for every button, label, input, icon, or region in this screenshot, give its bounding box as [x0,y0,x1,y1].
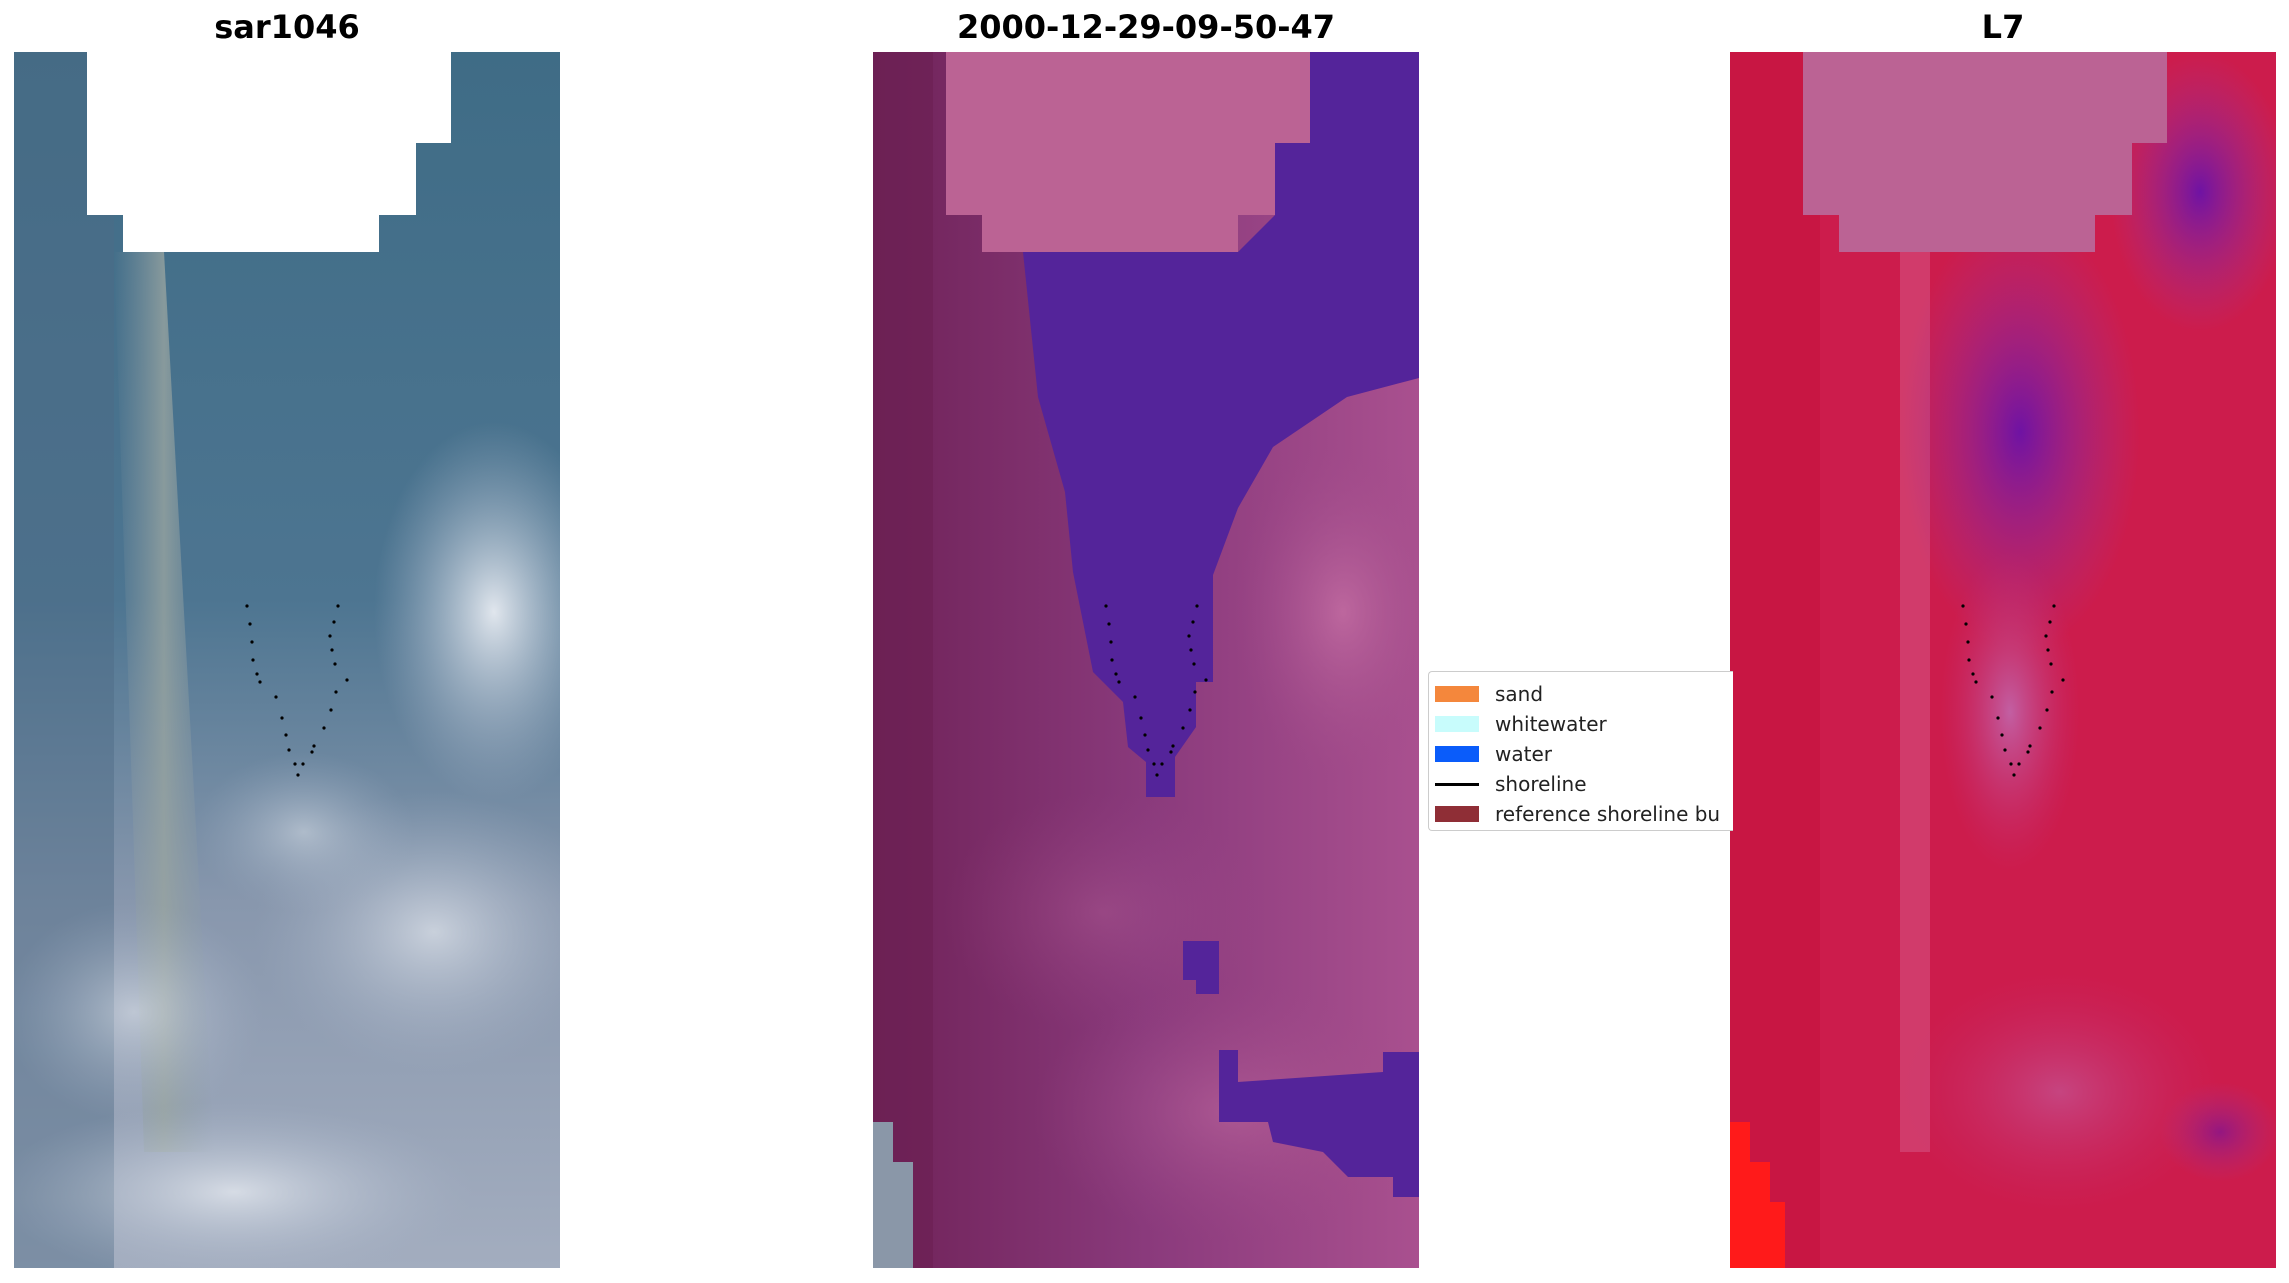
legend: sand whitewater water shoreline referenc… [1428,671,1733,831]
panel-title-classification: 2000-12-29-09-50-47 [956,8,1336,46]
panel-title-index: L7 [1981,8,2025,46]
legend-item-sand: sand [1429,679,1733,709]
legend-item-shoreline: shoreline [1429,769,1733,799]
panel-title-rgb: sar1046 [214,8,360,46]
index-image-canvas [1730,52,2276,1268]
legend-swatch-sand [1435,686,1479,702]
mask-region [1803,52,2167,252]
water-region-bottom [1219,1050,1419,1197]
legend-swatch-reference-shoreline-buffer [1435,806,1479,822]
legend-line-shoreline [1435,783,1479,786]
bright-red-region [1730,1122,1785,1268]
legend-item-whitewater: whitewater [1429,709,1733,739]
grey-region [873,1122,913,1268]
classification-image [873,52,1419,1268]
water-region [1023,52,1419,797]
legend-label-water: water [1495,742,1552,766]
legend-swatch-whitewater [1435,716,1479,732]
legend-label-reference-shoreline-buffer: reference shoreline bu [1495,802,1721,826]
panel-index-map: L7 [1730,0,2276,1283]
mask-region [946,52,1310,252]
legend-item-reference-shoreline-buffer: reference shoreline bu [1429,799,1733,829]
classification-image-canvas [873,52,1419,1268]
rgb-image-canvas [14,52,560,1268]
panel-classification: 2000-12-29-09-50-47 [873,0,1419,1283]
shoreline-points [245,604,349,777]
water-region-small [1183,941,1219,994]
panel-rgb-image: sar1046 [14,0,560,1283]
shoreline-points [1104,604,1208,777]
legend-item-water: water [1429,739,1733,769]
index-image [1730,52,2276,1268]
shoreline-points [1961,604,2065,777]
legend-label-whitewater: whitewater [1495,712,1607,736]
legend-swatch-water [1435,746,1479,762]
legend-label-shoreline: shoreline [1495,772,1587,796]
rgb-image [14,52,560,1268]
nodata-region [87,52,451,252]
legend-label-sand: sand [1495,682,1544,706]
